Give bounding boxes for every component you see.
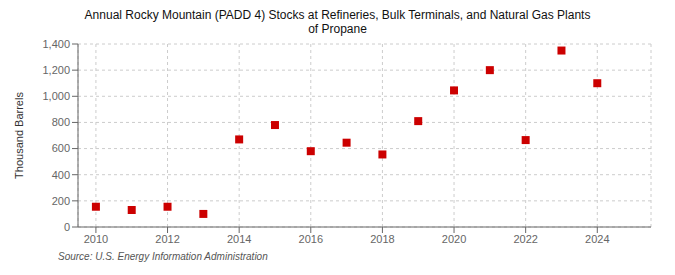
- svg-text:2018: 2018: [370, 233, 394, 245]
- svg-text:400: 400: [52, 169, 70, 181]
- svg-text:2010: 2010: [84, 233, 108, 245]
- svg-text:600: 600: [52, 142, 70, 154]
- svg-text:1,400: 1,400: [42, 38, 70, 50]
- svg-text:1,200: 1,200: [42, 64, 70, 76]
- html-text:Source: U.S. Energy Informatio: Source: U.S. Energy Information Administ…: [58, 251, 268, 262]
- html-text:Annual Rocky Mountain (PADD 4): Annual Rocky Mountain (PADD 4) Stocks at…: [84, 8, 591, 22]
- svg-text:0: 0: [64, 221, 70, 233]
- svg-text:2012: 2012: [155, 233, 179, 245]
- svg-text:2014: 2014: [227, 233, 251, 245]
- svg-text:2022: 2022: [513, 233, 537, 245]
- svg-text:2024: 2024: [585, 233, 609, 245]
- svg-text:800: 800: [52, 116, 70, 128]
- html-text:of Propane: of Propane: [308, 22, 367, 36]
- svg-text:2016: 2016: [299, 233, 323, 245]
- svg-text:Thousand Barrels: Thousand Barrels: [13, 92, 25, 179]
- svg-text:200: 200: [52, 195, 70, 207]
- svg-text:1,000: 1,000: [42, 90, 70, 102]
- svg-text:2020: 2020: [442, 233, 466, 245]
